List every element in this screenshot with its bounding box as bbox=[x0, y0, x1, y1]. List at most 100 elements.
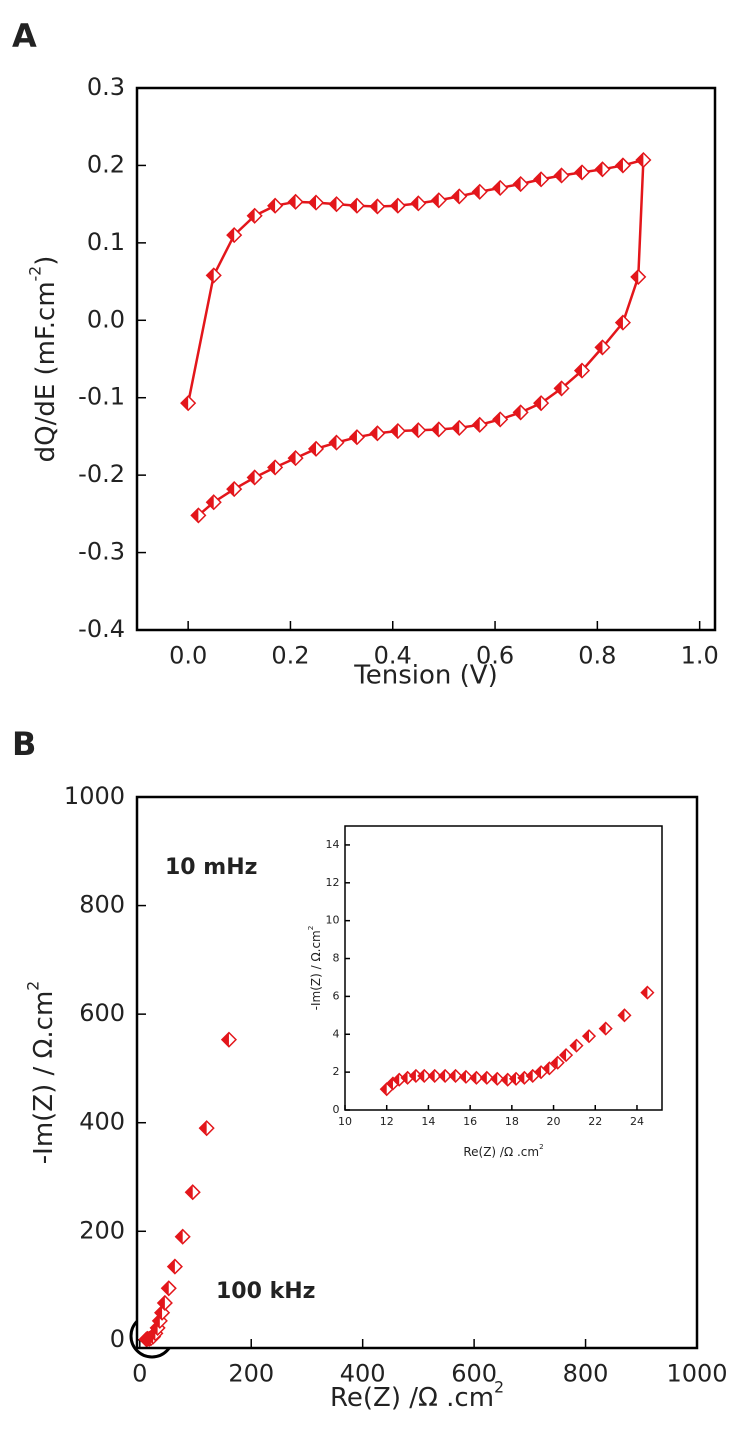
x-tick-label: 22 bbox=[588, 1115, 602, 1128]
data-point bbox=[408, 1068, 423, 1083]
marker-half bbox=[152, 1313, 160, 1328]
x-tick-label: 18 bbox=[505, 1115, 519, 1128]
y-tick-label: 200 bbox=[79, 1216, 125, 1244]
plot-background bbox=[345, 826, 662, 1110]
marker-half bbox=[349, 430, 357, 445]
y-tick-label: 600 bbox=[79, 999, 125, 1027]
data-point bbox=[550, 1055, 565, 1070]
marker-half bbox=[472, 184, 480, 199]
axis-title-text: Re(Z) /Ω .cm bbox=[330, 1383, 494, 1413]
data-point bbox=[369, 198, 386, 215]
x-tick-label: 0.0 bbox=[169, 641, 207, 669]
data-point bbox=[594, 161, 611, 178]
data-point bbox=[389, 422, 406, 440]
marker-half bbox=[618, 1009, 625, 1022]
marker-half bbox=[480, 1071, 487, 1084]
marker-half bbox=[329, 197, 337, 212]
y-tick-label: 2 bbox=[333, 1065, 340, 1078]
marker-half bbox=[535, 1066, 542, 1079]
data-point bbox=[328, 434, 345, 451]
y-tick-label: 0.3 bbox=[87, 73, 125, 101]
marker-half bbox=[191, 508, 199, 523]
marker-half bbox=[428, 1069, 435, 1082]
marker-half bbox=[309, 195, 317, 210]
marker-half bbox=[329, 435, 337, 450]
axis-title: Re(Z) /Ω .cm2 bbox=[463, 1142, 543, 1158]
y-tick-label: 0.0 bbox=[87, 305, 125, 333]
x-tick-label: 1.0 bbox=[681, 641, 719, 669]
data-point bbox=[160, 1280, 177, 1297]
marker-half bbox=[227, 228, 235, 243]
data-point bbox=[205, 267, 222, 284]
marker-half bbox=[595, 340, 603, 355]
marker-half bbox=[554, 168, 562, 183]
data-point bbox=[430, 192, 447, 209]
data-point bbox=[640, 985, 655, 1000]
marker-half bbox=[452, 420, 460, 435]
y-tick-label: -0.1 bbox=[78, 383, 125, 411]
axis-title-text: -Im(Z) / Ω.cm bbox=[29, 991, 59, 1165]
data-point bbox=[226, 481, 243, 498]
axis-title: Re(Z) /Ω .cm2 bbox=[330, 1378, 504, 1412]
marker-half bbox=[199, 1121, 207, 1136]
marker-half bbox=[386, 1077, 393, 1090]
y-tick-label: 0.2 bbox=[87, 150, 125, 178]
axis-title-sup: 2 bbox=[494, 1378, 504, 1396]
y-tick-label: 0.1 bbox=[87, 228, 125, 256]
data-point bbox=[614, 157, 631, 174]
x-tick-label: 16 bbox=[463, 1115, 477, 1128]
x-tick-label: 0.4 bbox=[374, 641, 412, 669]
data-point bbox=[174, 1228, 191, 1245]
y-tick-label: 6 bbox=[333, 989, 340, 1002]
data-point bbox=[490, 1071, 505, 1086]
marker-half bbox=[181, 396, 189, 411]
data-point bbox=[267, 459, 284, 476]
marker-half bbox=[575, 165, 583, 180]
marker-half bbox=[518, 1071, 525, 1084]
y-tick-label: 400 bbox=[79, 1108, 125, 1136]
data-point bbox=[307, 194, 325, 211]
data-point bbox=[617, 1008, 632, 1023]
marker-half bbox=[583, 1030, 590, 1043]
data-point bbox=[410, 422, 427, 439]
data-point bbox=[438, 1068, 453, 1083]
marker-half bbox=[431, 422, 439, 437]
y-tick-label: 0 bbox=[333, 1103, 340, 1116]
data-point bbox=[573, 362, 591, 379]
marker-half bbox=[439, 1069, 446, 1082]
marker-half bbox=[501, 1073, 508, 1086]
data-point bbox=[348, 429, 366, 446]
marker-half bbox=[161, 1281, 169, 1296]
data-point bbox=[451, 419, 468, 436]
x-tick-label: 0.6 bbox=[476, 641, 514, 669]
data-point bbox=[246, 469, 263, 486]
plot-background bbox=[137, 88, 715, 630]
x-tick-label: 14 bbox=[421, 1115, 435, 1128]
y-tick-label: -0.4 bbox=[78, 615, 125, 643]
data-point bbox=[458, 1069, 474, 1084]
marker-half bbox=[570, 1039, 577, 1052]
data-point bbox=[328, 196, 345, 213]
data-point bbox=[180, 395, 197, 412]
annotation: 10 mHz bbox=[165, 855, 257, 880]
data-point bbox=[205, 494, 222, 511]
plot-frame bbox=[344, 825, 663, 1111]
marker-half bbox=[449, 1069, 456, 1082]
marker-half bbox=[631, 269, 639, 284]
data-point bbox=[594, 339, 611, 356]
data-point bbox=[156, 1294, 173, 1312]
y-tick-label: 14 bbox=[326, 838, 340, 851]
y-tick-label: 8 bbox=[333, 952, 340, 965]
marker-half bbox=[288, 194, 296, 209]
marker-half bbox=[599, 1022, 606, 1035]
data-point bbox=[166, 1258, 183, 1275]
y-tick-label: 1000 bbox=[64, 782, 125, 810]
marker-half bbox=[175, 1229, 183, 1244]
data-point bbox=[389, 197, 406, 214]
marker-half bbox=[390, 424, 398, 439]
data-point bbox=[410, 195, 427, 212]
data-point bbox=[369, 425, 386, 442]
data-point bbox=[512, 404, 529, 421]
marker-half bbox=[155, 1305, 163, 1320]
